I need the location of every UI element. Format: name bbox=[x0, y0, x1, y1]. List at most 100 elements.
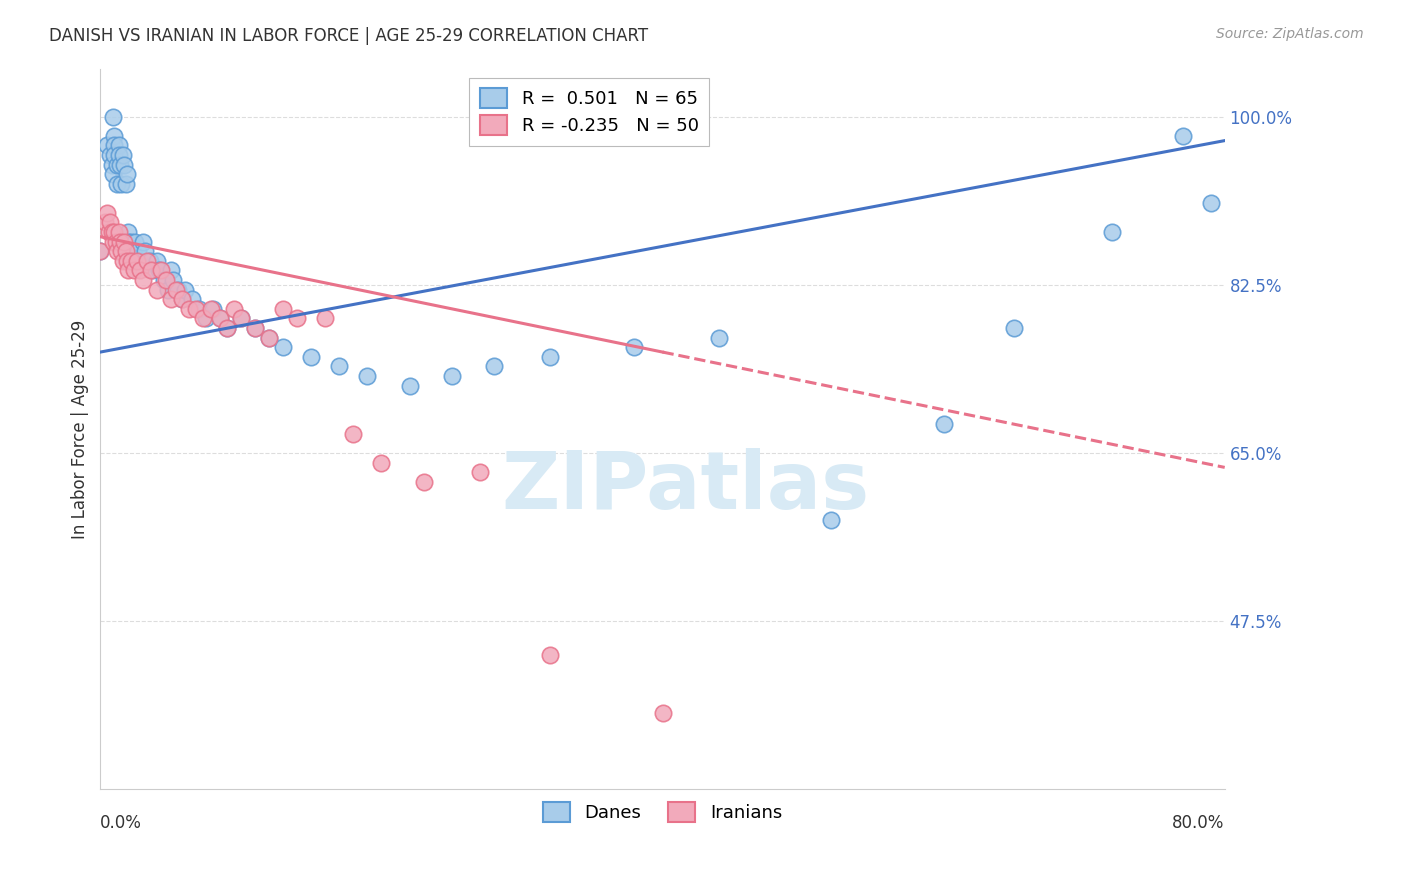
Point bbox=[127, 244, 149, 259]
Point bbox=[103, 148, 125, 162]
Point bbox=[108, 235, 131, 249]
Point bbox=[623, 340, 645, 354]
Point bbox=[134, 244, 156, 259]
Point bbox=[107, 148, 129, 162]
Point bbox=[177, 301, 200, 316]
Point bbox=[159, 292, 181, 306]
Point bbox=[398, 378, 420, 392]
Point bbox=[159, 263, 181, 277]
Point bbox=[222, 301, 245, 316]
Point bbox=[173, 283, 195, 297]
Point bbox=[299, 350, 322, 364]
Point bbox=[89, 244, 111, 259]
Point bbox=[117, 263, 139, 277]
Point bbox=[110, 244, 132, 259]
Point bbox=[215, 321, 238, 335]
Point bbox=[105, 158, 128, 172]
Point bbox=[538, 350, 561, 364]
Point bbox=[97, 225, 120, 239]
Point bbox=[101, 167, 124, 181]
Point bbox=[538, 648, 561, 662]
Point bbox=[101, 235, 124, 249]
Point bbox=[194, 311, 217, 326]
Point bbox=[152, 273, 174, 287]
Point bbox=[103, 225, 125, 239]
Point bbox=[128, 263, 150, 277]
Point bbox=[107, 225, 129, 239]
Point bbox=[1002, 321, 1025, 335]
Point bbox=[112, 235, 135, 249]
Y-axis label: In Labor Force | Age 25-29: In Labor Force | Age 25-29 bbox=[72, 319, 89, 539]
Point bbox=[98, 148, 121, 162]
Point bbox=[128, 253, 150, 268]
Point bbox=[118, 244, 141, 259]
Point bbox=[271, 340, 294, 354]
Legend: Danes, Iranians: Danes, Iranians bbox=[534, 793, 792, 830]
Point bbox=[932, 417, 955, 432]
Point bbox=[103, 138, 125, 153]
Point bbox=[187, 301, 209, 316]
Point bbox=[104, 235, 127, 249]
Point bbox=[131, 235, 153, 249]
Point bbox=[229, 311, 252, 326]
Point bbox=[98, 215, 121, 229]
Point bbox=[114, 244, 136, 259]
Point bbox=[131, 273, 153, 287]
Point bbox=[117, 225, 139, 239]
Point bbox=[138, 253, 160, 268]
Point bbox=[1101, 225, 1123, 239]
Point bbox=[243, 321, 266, 335]
Point bbox=[111, 253, 134, 268]
Point bbox=[96, 138, 118, 153]
Point bbox=[482, 359, 505, 374]
Point bbox=[170, 292, 193, 306]
Point bbox=[229, 311, 252, 326]
Point bbox=[468, 465, 491, 479]
Point bbox=[243, 321, 266, 335]
Point bbox=[101, 110, 124, 124]
Point bbox=[184, 301, 207, 316]
Text: 0.0%: 0.0% bbox=[100, 814, 142, 832]
Point bbox=[1171, 128, 1194, 143]
Point bbox=[191, 311, 214, 326]
Text: ZIPatlas: ZIPatlas bbox=[501, 448, 869, 525]
Point bbox=[93, 215, 115, 229]
Point bbox=[342, 426, 364, 441]
Point bbox=[110, 177, 132, 191]
Point bbox=[1199, 196, 1222, 211]
Point bbox=[100, 158, 122, 172]
Point bbox=[141, 263, 163, 277]
Point bbox=[108, 158, 131, 172]
Point bbox=[125, 253, 148, 268]
Point bbox=[120, 253, 142, 268]
Point bbox=[135, 253, 157, 268]
Point bbox=[100, 225, 122, 239]
Point bbox=[145, 283, 167, 297]
Point bbox=[103, 128, 125, 143]
Point bbox=[271, 301, 294, 316]
Point bbox=[165, 283, 187, 297]
Point bbox=[96, 205, 118, 219]
Point bbox=[107, 138, 129, 153]
Point bbox=[121, 244, 143, 259]
Point bbox=[285, 311, 308, 326]
Point bbox=[115, 253, 138, 268]
Point bbox=[115, 167, 138, 181]
Point bbox=[105, 244, 128, 259]
Point bbox=[148, 263, 170, 277]
Text: 80.0%: 80.0% bbox=[1173, 814, 1225, 832]
Point bbox=[707, 331, 730, 345]
Point bbox=[155, 273, 177, 287]
Point bbox=[314, 311, 336, 326]
Point bbox=[122, 263, 145, 277]
Point bbox=[257, 331, 280, 345]
Point bbox=[89, 244, 111, 259]
Point bbox=[215, 321, 238, 335]
Point bbox=[145, 253, 167, 268]
Point bbox=[117, 235, 139, 249]
Point bbox=[328, 359, 350, 374]
Text: DANISH VS IRANIAN IN LABOR FORCE | AGE 25-29 CORRELATION CHART: DANISH VS IRANIAN IN LABOR FORCE | AGE 2… bbox=[49, 27, 648, 45]
Text: Source: ZipAtlas.com: Source: ZipAtlas.com bbox=[1216, 27, 1364, 41]
Point bbox=[651, 706, 673, 720]
Point bbox=[370, 456, 392, 470]
